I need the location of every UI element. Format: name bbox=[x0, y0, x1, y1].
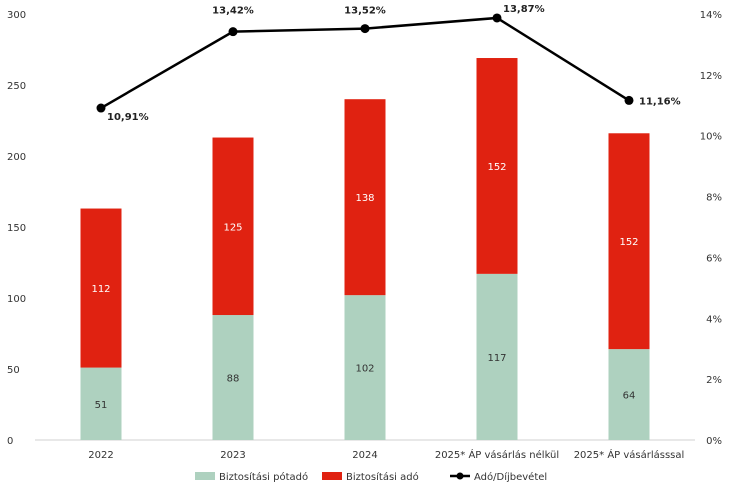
x-category-label: 2023 bbox=[220, 450, 245, 461]
y-right-tick-label: 2% bbox=[706, 375, 722, 386]
bar-ado bbox=[608, 133, 650, 350]
bar-value-label: 112 bbox=[91, 284, 110, 295]
legend-label: Biztosítási adó bbox=[346, 471, 419, 483]
y-left-tick-label: 100 bbox=[7, 294, 26, 305]
bar-value-label: 88 bbox=[227, 374, 240, 385]
bar-ado bbox=[344, 99, 386, 296]
plot-area: 0 50 100 150 200 250 300 0% 2% 4% 6% 8% 10% 12% 14% 51 1… bbox=[7, 4, 722, 461]
x-category-label: 2024 bbox=[352, 450, 377, 461]
x-category-label: 2022 bbox=[88, 450, 113, 461]
legend-label: Biztosítási pótadó bbox=[219, 471, 308, 483]
bar-ado bbox=[476, 58, 518, 274]
y-right-tick-label: 8% bbox=[706, 193, 722, 204]
bar-value-label: 152 bbox=[487, 162, 506, 173]
bar-value-label: 102 bbox=[355, 364, 374, 375]
x-category-label: 2025* ÁP vásárlás nélkül bbox=[435, 448, 559, 461]
y-left-tick-label: 300 bbox=[7, 10, 26, 21]
ratio-point bbox=[492, 13, 502, 23]
ratio-value-label: 11,16% bbox=[639, 96, 681, 107]
y-right-tick-label: 10% bbox=[700, 132, 722, 143]
ratio-value-label: 10,91% bbox=[107, 112, 149, 123]
bar-potado bbox=[476, 273, 518, 440]
bar-value-label: 152 bbox=[619, 237, 638, 248]
ratio-value-label: 13,87% bbox=[503, 4, 545, 15]
y-right-tick-label: 4% bbox=[706, 314, 722, 325]
bar-value-label: 125 bbox=[223, 222, 242, 233]
bar-ado bbox=[212, 137, 254, 316]
legend-swatch bbox=[322, 472, 342, 480]
ratio-point bbox=[228, 27, 238, 37]
ratio-point bbox=[624, 95, 634, 105]
y-right-tick-label: 0% bbox=[706, 436, 722, 447]
bar-ado bbox=[80, 208, 122, 368]
y-left-tick-label: 200 bbox=[7, 152, 26, 163]
y-left-tick-label: 250 bbox=[7, 81, 26, 92]
y-left-tick-label: 150 bbox=[7, 223, 26, 234]
bar-potado bbox=[608, 349, 650, 440]
bar-value-label: 117 bbox=[487, 353, 506, 364]
y-right-tick-label: 6% bbox=[706, 253, 722, 264]
ratio-value-label: 13,42% bbox=[212, 6, 254, 17]
bar-value-label: 51 bbox=[95, 400, 108, 411]
bar-value-label: 138 bbox=[355, 193, 374, 204]
ratio-value-label: 13,52% bbox=[344, 6, 386, 17]
legend-label: Adó/Díjbevétel bbox=[474, 471, 547, 483]
bar-value-label: 64 bbox=[623, 391, 636, 402]
bar-potado bbox=[80, 367, 122, 440]
x-category-label: 2025* ÁP vásárlásssal bbox=[574, 448, 685, 461]
y-right-tick-label: 14% bbox=[700, 10, 722, 21]
legend-swatch bbox=[195, 472, 215, 480]
y-right-tick-label: 12% bbox=[700, 71, 722, 82]
bar-potado bbox=[344, 295, 386, 440]
legend: Biztosítási pótadó Biztosítási adó Adó/Díj… bbox=[195, 471, 547, 483]
ratio-point bbox=[96, 103, 106, 113]
y-left-tick-label: 0 bbox=[7, 436, 13, 447]
bar-potado bbox=[212, 315, 254, 440]
legend-marker bbox=[456, 472, 464, 480]
y-left-tick-label: 50 bbox=[7, 365, 20, 376]
ratio-point bbox=[360, 24, 370, 34]
